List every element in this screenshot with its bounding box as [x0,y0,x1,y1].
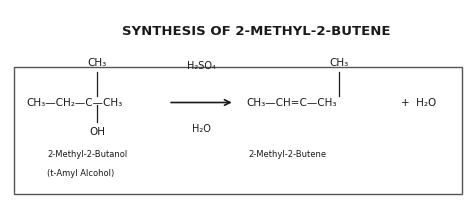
Text: CH₃—CH=C—CH₃: CH₃—CH=C—CH₃ [246,98,337,108]
Text: CH₃: CH₃ [88,58,107,68]
Text: H₂O: H₂O [192,124,211,133]
Text: (t-Amyl Alcohol): (t-Amyl Alcohol) [47,169,115,178]
Text: CH₃: CH₃ [330,58,349,68]
Text: SYNTHESIS OF 2-METHYL-2-BUTENE: SYNTHESIS OF 2-METHYL-2-BUTENE [122,25,390,38]
Text: 2-Methyl-2-Butene: 2-Methyl-2-Butene [249,149,327,158]
Text: 2-Methyl-2-Butanol: 2-Methyl-2-Butanol [47,149,128,158]
Text: OH: OH [89,127,105,137]
Bar [14,68,462,194]
Text: +  H₂O: + H₂O [401,98,436,108]
Text: CH₃—CH₂—C—CH₃: CH₃—CH₂—C—CH₃ [26,98,122,108]
Text: H₂SO₄: H₂SO₄ [187,61,216,71]
